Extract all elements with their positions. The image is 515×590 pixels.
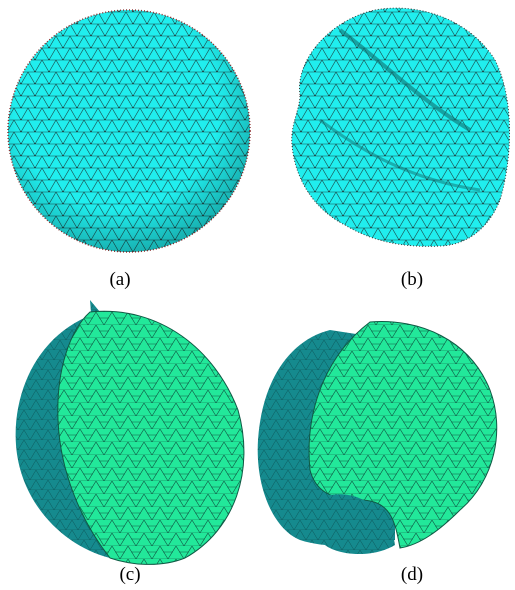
brain-mesh xyxy=(291,7,510,247)
sphere-mesh xyxy=(7,9,251,253)
caption: (b) xyxy=(401,269,423,290)
half-sphere-mesh xyxy=(15,300,245,565)
caption: (d) xyxy=(401,564,423,585)
caption: (a) xyxy=(109,269,130,290)
caption: (c) xyxy=(119,564,140,585)
brain-cut-mesh xyxy=(257,321,498,555)
